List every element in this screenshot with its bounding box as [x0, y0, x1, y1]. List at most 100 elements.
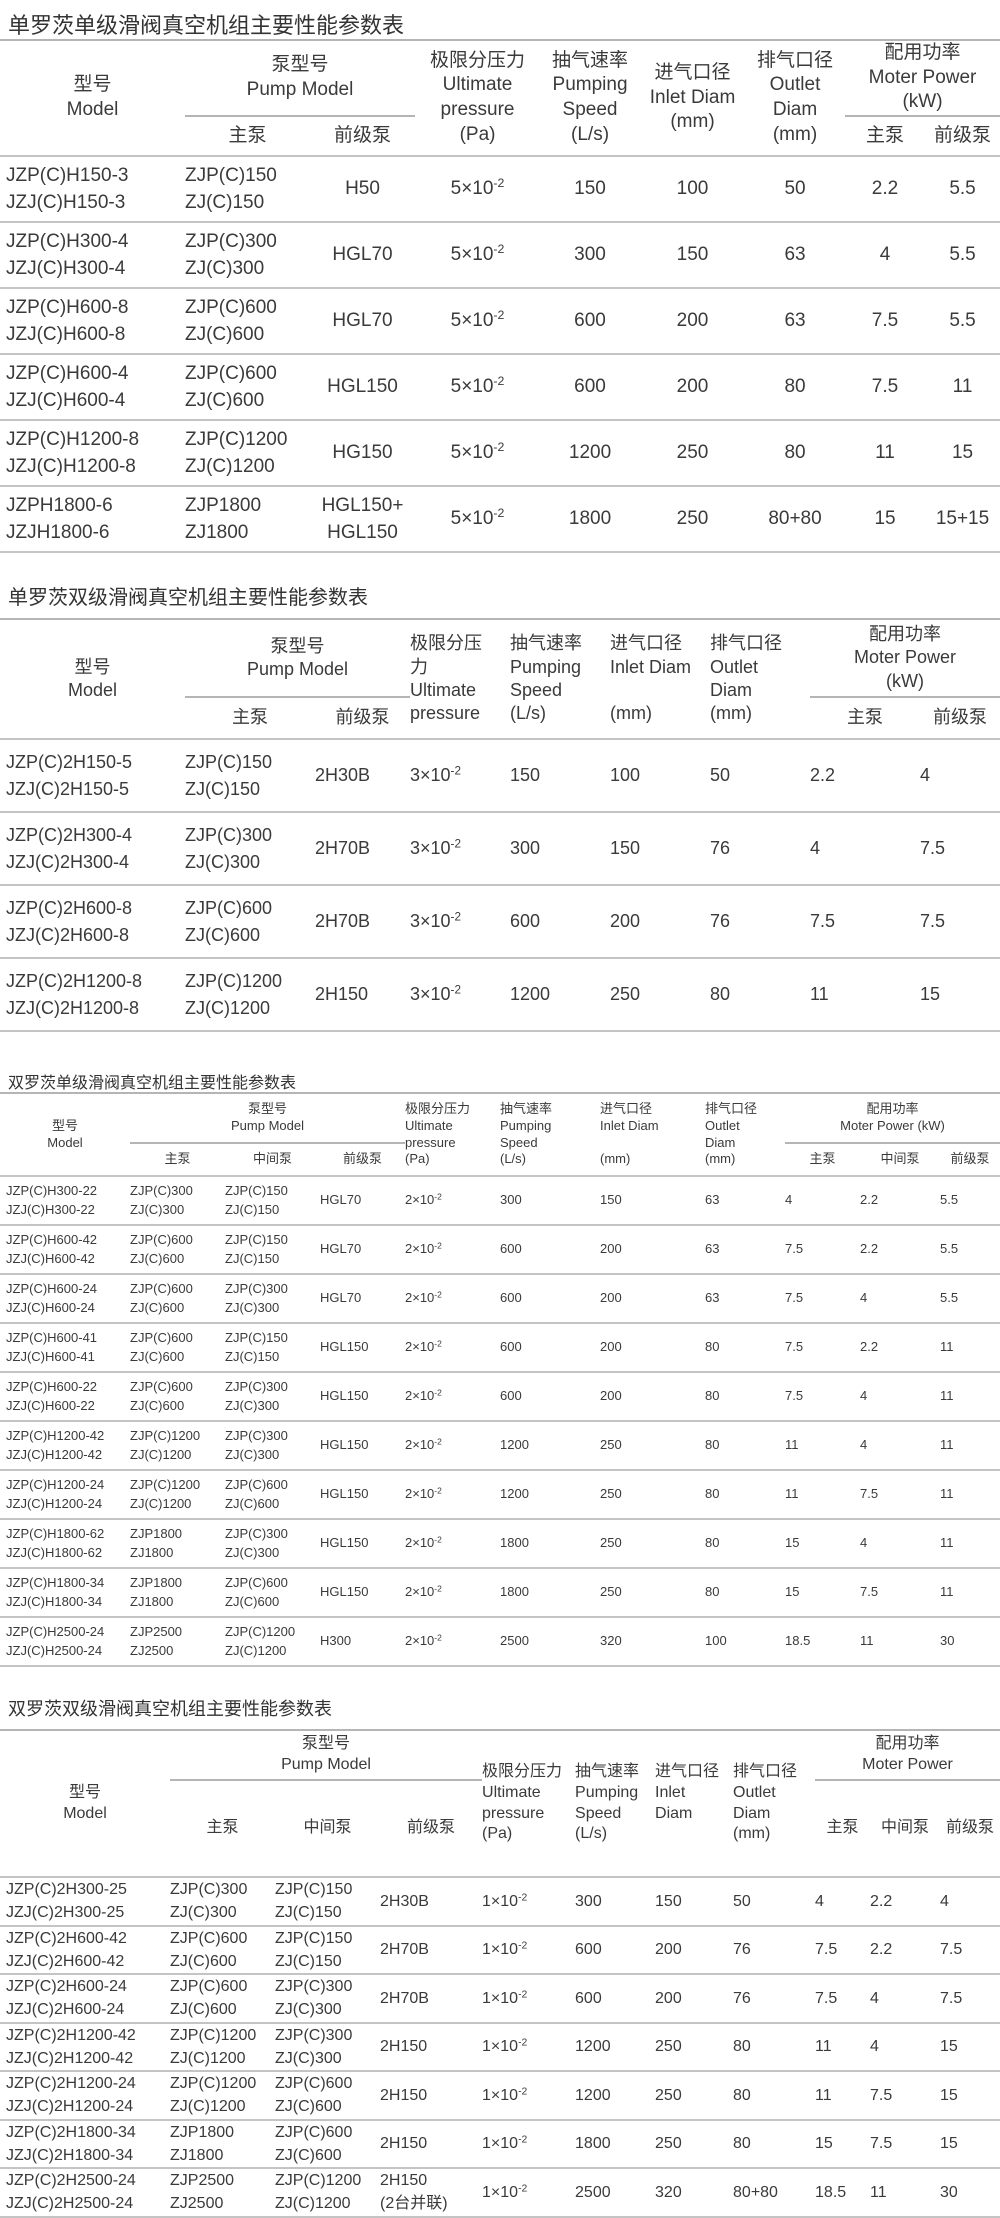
- pressure-exponent: -2: [434, 1534, 442, 1545]
- cell-line: ZJ(C)300: [225, 1446, 280, 1462]
- header-outlet: 排气口径 Outlet Diam (mm): [733, 1729, 816, 1877]
- table-cell: 250: [600, 1469, 705, 1519]
- spec-table: 型号 Model 泵型号 Pump Model 极限分压力 Ultimate pressur…: [0, 1729, 1000, 2218]
- cell-line: JZJ(C)2H1800-34: [6, 2146, 134, 2164]
- table-row: JZP(C)H600-8 JZJ(C)H600-8 ZJP(C)600 ZJ(C)60…: [0, 287, 1000, 355]
- table-cell: ZJP1800 ZJ1800: [185, 485, 310, 554]
- cell-line: ZJ(C)600: [275, 2098, 342, 2116]
- cell-value: 600: [500, 1388, 522, 1404]
- table-cell: ZJP(C)300 ZJ(C)300: [275, 2021, 380, 2071]
- cell-value: 600: [500, 1290, 522, 1306]
- cell-value: 150: [510, 765, 541, 786]
- header-outlet-line: 排气口径: [705, 1100, 758, 1116]
- header-pump-sub: 前级泵: [335, 707, 390, 728]
- cell-line: ZJ1800: [185, 522, 249, 544]
- header-outlet-line: Diam: [710, 680, 753, 700]
- table-cell: 2500: [575, 2167, 656, 2218]
- cell-line: ZJP1800: [185, 494, 262, 516]
- table-row: JZP(C)H300-4 JZJ(C)H300-4 ZJP(C)300 ZJ(C)30…: [0, 221, 1000, 289]
- cell-line: HGL70: [332, 244, 393, 266]
- cell-line: ZJ(C)150: [185, 192, 265, 214]
- table-cell: 7.5: [860, 1567, 940, 1617]
- cell-line: 2H150: [380, 2038, 428, 2056]
- table-cell: ZJP(C)1200 ZJ(C)1200: [225, 1616, 320, 1667]
- cell-value: 80: [705, 1388, 720, 1404]
- table-cell: 1800: [540, 485, 641, 554]
- header-pump-sub: 中间泵: [303, 1819, 352, 1837]
- cell-value: 80: [705, 1486, 720, 1502]
- table-cell: 600: [500, 1322, 600, 1372]
- cell-value: 15: [940, 2086, 958, 2104]
- header-model: 型号 Model: [0, 618, 185, 739]
- header-pump-model-line: 泵型号: [271, 54, 329, 76]
- cell-value: 4: [870, 1989, 879, 2007]
- cell-line: ZJP(C)1200: [275, 2172, 362, 2190]
- table-cell: 2×10-2: [405, 1224, 500, 1274]
- cell-value: 15: [920, 984, 941, 1005]
- header-pump-sub: 前级泵: [407, 1819, 456, 1837]
- table-cell: ZJP(C)300 ZJ(C)300: [130, 1175, 225, 1225]
- table-cell: 150: [610, 811, 710, 885]
- table-cell: 63: [705, 1224, 785, 1274]
- header-pressure-line: pressure: [482, 1804, 545, 1822]
- cell-line: ZJP(C)600: [185, 362, 277, 384]
- table-cell: 11: [940, 1420, 1000, 1470]
- table-cell: 1800: [500, 1567, 600, 1617]
- cell-value: 2500: [575, 2183, 611, 2201]
- pressure-exponent: -2: [434, 1632, 442, 1643]
- table-cell: JZP(C)H600-22 JZJ(C)H600-22: [0, 1371, 130, 1421]
- cell-line: ZJP(C)300: [225, 1280, 288, 1296]
- cell-line: JZJ(C)2H600-8: [6, 924, 130, 945]
- cell-line: ZJ(C)1200: [185, 456, 275, 478]
- cell-line: HG150: [332, 442, 393, 464]
- header-pump-sub: 主泵: [164, 1151, 191, 1167]
- table-cell: ZJP(C)600 ZJ(C)600: [275, 2070, 380, 2120]
- header-pressure-line: 力: [410, 656, 428, 677]
- header-speed-line: 抽气速率: [510, 633, 582, 654]
- table-cell: 2×10-2: [405, 1567, 500, 1617]
- table-cell: HGL150: [320, 1371, 405, 1421]
- cell-value: 600: [575, 1989, 602, 2007]
- pressure-exponent: -2: [493, 176, 505, 191]
- cell-value: 250: [655, 2038, 682, 2056]
- table-cell: 2H70B: [380, 1973, 483, 2023]
- table-cell: JZP(C)H600-42 JZJ(C)H600-42: [0, 1224, 130, 1274]
- cell-line: ZJ(C)300: [170, 1904, 237, 1922]
- table-cell: ZJP(C)600 ZJ(C)600: [130, 1322, 225, 1372]
- cell-line: ZJ(C)600: [130, 1397, 185, 1413]
- table-cell: HGL70: [310, 221, 416, 289]
- table-cell: 50: [733, 1876, 816, 1926]
- cell-line: 2H30B: [380, 1892, 429, 1910]
- cell-value: 5.5: [949, 244, 976, 266]
- cell-line: 2H70B: [380, 1941, 429, 1959]
- header-pump-model: 泵型号 Pump Model: [185, 38, 416, 118]
- cell-line: ZJP(C)1200: [170, 2026, 257, 2044]
- pressure-base: 1×10: [482, 2183, 519, 2201]
- table-cell: 1200: [510, 957, 610, 1032]
- cell-value: 200: [600, 1388, 622, 1404]
- cell-value: 1800: [568, 508, 612, 530]
- table-cell: ZJP(C)600 ZJ(C)600: [170, 1973, 275, 2023]
- table-cell: 250: [600, 1518, 705, 1568]
- pressure-base: 5×10: [450, 244, 494, 266]
- cell-line: ZJ(C)600: [130, 1299, 185, 1315]
- table-cell: HG150: [310, 419, 416, 487]
- table-cell: 150: [600, 1175, 705, 1225]
- cell-value: 11: [952, 376, 973, 398]
- table-cell: JZP(C)2H600-42 JZJ(C)2H600-42: [0, 1924, 170, 1974]
- cell-value: 15: [940, 2135, 958, 2153]
- cell-line: JZJH1800-6: [6, 522, 110, 544]
- cell-line: ZJP(C)300: [275, 1978, 353, 1996]
- cell-value: 100: [610, 765, 641, 786]
- table-cell: 5×10-2: [415, 485, 541, 554]
- cell-line: ZJ(C)300: [225, 1397, 280, 1413]
- table-row: JZP(C)H600-22 JZJ(C)H600-22 ZJP(C)600 ZJ(C)…: [0, 1371, 1000, 1421]
- cell-value: 1200: [575, 2038, 611, 2056]
- table-cell: 76: [733, 1973, 816, 2023]
- pressure-exponent: -2: [434, 1289, 442, 1300]
- cell-line: ZJ(C)1200: [275, 2195, 351, 2213]
- table-cell: 80: [710, 957, 810, 1032]
- header-power-sub: 前级泵: [950, 1151, 990, 1167]
- cell-line: ZJ(C)600: [170, 2001, 237, 2019]
- cell-line: JZJ(C)2H300-25: [6, 1904, 125, 1922]
